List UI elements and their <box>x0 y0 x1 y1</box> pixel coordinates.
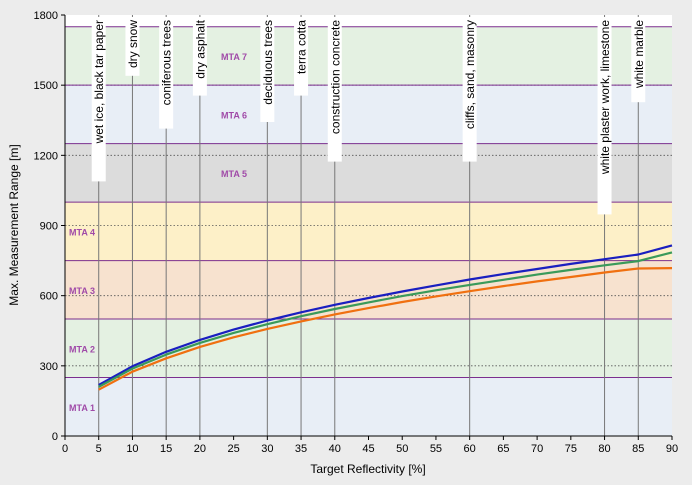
material-label: deciduous trees <box>260 17 275 122</box>
material-label: white marble <box>631 17 646 103</box>
material-label: wet ice, black tar paper <box>91 17 106 182</box>
material-labels: wet ice, black tar paper dry snow conifero… <box>91 17 646 215</box>
material-label: dry asphalt <box>192 17 207 96</box>
material-label-text: cliffs, sand, masonry <box>463 20 477 129</box>
material-label-text: deciduous trees <box>261 20 275 105</box>
series-lines <box>98 244 673 391</box>
material-label-bg <box>631 17 646 103</box>
material-label-bg <box>159 17 174 129</box>
x-tick-label: 85 <box>632 443 644 455</box>
series-line <box>98 267 673 391</box>
x-tick-label: 50 <box>396 443 408 455</box>
y-tick-label: 1500 <box>34 80 58 92</box>
mta-zone-label: MTA 3 <box>69 286 95 296</box>
x-tick-label: 25 <box>227 443 239 455</box>
series-line <box>98 244 673 386</box>
y-tick-label: 600 <box>40 291 58 303</box>
axes: 0 5 10 15 20 25 30 35 40 45 50 55 60 65 70 75 80 85 900300… <box>34 10 679 455</box>
x-tick-label: 55 <box>430 443 442 455</box>
material-label-text: coniferous trees <box>160 20 174 105</box>
material-label-bg <box>91 17 106 182</box>
material-label: coniferous trees <box>159 17 174 129</box>
x-tick-label: 15 <box>160 443 172 455</box>
series-line <box>98 251 673 388</box>
x-tick-label: 30 <box>261 443 273 455</box>
material-label: construction concrete <box>327 17 342 162</box>
material-label-text: construction concrete <box>328 20 342 134</box>
material-label-text: dry snow <box>126 20 140 68</box>
x-tick-label: 0 <box>62 443 68 455</box>
material-label-bg <box>597 17 612 215</box>
material-label-text: dry asphalt <box>193 19 207 78</box>
material-label-text: white plaster work, limestone <box>598 20 612 175</box>
material-label: dry snow <box>125 17 140 76</box>
x-tick-label: 90 <box>666 443 678 455</box>
mta-zone-label: MTA 4 <box>69 227 95 237</box>
material-label: cliffs, sand, masonry <box>462 17 477 162</box>
y-tick-label: 1200 <box>34 150 58 162</box>
y-tick-label: 900 <box>40 221 58 233</box>
y-tick-label: 300 <box>40 361 58 373</box>
mta-zone-label: MTA 7 <box>221 52 247 62</box>
x-tick-label: 70 <box>531 443 543 455</box>
x-tick-label: 40 <box>329 443 341 455</box>
mta-zone-band <box>65 85 672 144</box>
material-label-bg <box>294 17 309 96</box>
x-tick-label: 5 <box>96 443 102 455</box>
y-tick-label: 1800 <box>34 10 58 22</box>
mta-zone-label: MTA 2 <box>69 344 95 354</box>
material-label-bg <box>192 17 207 96</box>
material-label-text: terra cotta <box>295 20 309 74</box>
mta-zone-band <box>65 377 672 436</box>
material-label-text: white marble <box>632 20 646 89</box>
mta-zone-band <box>65 143 672 203</box>
x-tick-label: 45 <box>362 443 374 455</box>
material-label-bg <box>260 17 275 122</box>
x-tick-label: 10 <box>126 443 138 455</box>
x-tick-label: 20 <box>194 443 206 455</box>
mta-zone-band <box>65 319 672 378</box>
y-tick-label: 0 <box>52 431 58 443</box>
material-label-text: wet ice, black tar paper <box>92 20 106 144</box>
mta-zone-label: MTA 6 <box>221 110 247 120</box>
material-label-bg <box>327 17 342 162</box>
mta-zone-band <box>65 26 672 86</box>
material-label-bg <box>125 17 140 76</box>
x-tick-label: 60 <box>464 443 476 455</box>
mta-zone-label: MTA 5 <box>221 169 247 179</box>
x-tick-label: 35 <box>295 443 307 455</box>
x-axis-title: Target Reflectivity [%] <box>310 462 425 476</box>
mta-labels: MTA 1 MTA 2 MTA 3 MTA 4 MTA 5 MTA 6 MTA 7 <box>69 52 247 413</box>
x-tick-label: 75 <box>565 443 577 455</box>
x-tick-label: 80 <box>598 443 610 455</box>
material-label-bg <box>462 17 477 162</box>
mta-zone-band <box>65 202 672 261</box>
mta-zone-label: MTA 1 <box>69 403 95 413</box>
material-label: white plaster work, limestone <box>597 17 612 215</box>
x-tick-label: 65 <box>497 443 509 455</box>
y-axis-title: Max. Measurement Range [m] <box>7 144 21 305</box>
material-label: terra cotta <box>294 17 309 96</box>
